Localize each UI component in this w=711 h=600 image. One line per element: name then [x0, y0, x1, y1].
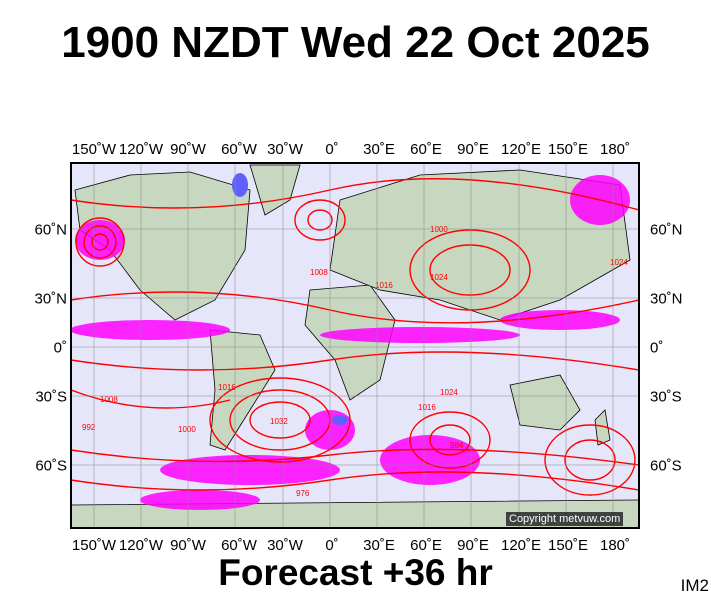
lon-label: 60˚E [410, 537, 442, 554]
svg-text:1000: 1000 [430, 225, 448, 234]
svg-text:1032: 1032 [270, 417, 288, 426]
lon-label: 30˚E [363, 141, 395, 158]
lon-label: 150˚E [547, 537, 589, 554]
lon-label: 60˚E [410, 141, 442, 158]
svg-text:992: 992 [82, 423, 96, 432]
lat-label: 60˚N [34, 221, 67, 239]
lat-label: 0˚ [650, 339, 664, 357]
heavy-precipitation [232, 173, 348, 425]
lon-label: 30˚W [267, 141, 303, 158]
svg-text:1024: 1024 [610, 258, 628, 267]
lon-label: 30˚W [267, 537, 303, 554]
isobar-labels: 1016 1024 1008 992 1000 1032 984 976 101… [82, 225, 628, 498]
lat-label: 30˚S [35, 388, 67, 406]
svg-text:1008: 1008 [100, 395, 118, 404]
svg-text:1016: 1016 [218, 383, 236, 392]
svg-text:1024: 1024 [430, 273, 448, 282]
image-tag: IM2 [680, 576, 709, 595]
lat-label: 60˚S [650, 457, 682, 475]
lon-label: 90˚E [457, 537, 489, 554]
lat-label: 30˚S [650, 388, 682, 406]
map-frame [70, 162, 640, 529]
lon-label: 90˚W [170, 141, 206, 158]
lon-label: 0˚ [325, 141, 339, 158]
lon-label: 60˚W [221, 537, 257, 554]
svg-text:1016: 1016 [375, 281, 393, 290]
lon-label: 90˚W [170, 537, 206, 554]
copyright-notice: Copyright metvuw.com [506, 512, 624, 526]
lon-label: 120˚W [118, 141, 164, 158]
graticule [71, 163, 639, 528]
lon-label: 60˚W [221, 141, 257, 158]
lon-label: 120˚E [500, 141, 542, 158]
lat-label: 60˚S [35, 457, 67, 475]
svg-text:976: 976 [296, 489, 310, 498]
lon-label: 90˚E [457, 141, 489, 158]
africa [304, 284, 396, 401]
svg-text:984: 984 [450, 441, 464, 450]
lat-label: 0˚ [53, 339, 67, 357]
svg-text:1000: 1000 [178, 425, 196, 434]
south-america [209, 329, 276, 451]
svg-text:1024: 1024 [440, 388, 458, 397]
eurasia [329, 169, 631, 321]
lat-label: 30˚N [34, 290, 67, 308]
lon-label: 150˚E [547, 141, 589, 158]
forecast-hour: Forecast +36 hr [218, 552, 493, 593]
map-title: 1900 NZDT Wed 22 Oct 2025 [61, 18, 650, 67]
lon-label: 30˚E [363, 537, 395, 554]
svg-text:1016: 1016 [418, 403, 436, 412]
lon-label: 0˚ [325, 537, 339, 554]
lon-label: 150˚W [71, 141, 117, 158]
lon-label: 180˚ [599, 537, 631, 554]
australia [509, 374, 581, 431]
new-zealand [594, 409, 611, 446]
lon-label: 120˚W [118, 537, 164, 554]
lon-label: 180˚ [599, 141, 631, 158]
svg-text:1008: 1008 [310, 268, 328, 277]
lat-label: 60˚N [650, 221, 683, 239]
lon-label: 150˚W [71, 537, 117, 554]
lon-label: 120˚E [500, 537, 542, 554]
lat-label: 30˚N [650, 290, 683, 308]
land-masses [71, 164, 639, 528]
